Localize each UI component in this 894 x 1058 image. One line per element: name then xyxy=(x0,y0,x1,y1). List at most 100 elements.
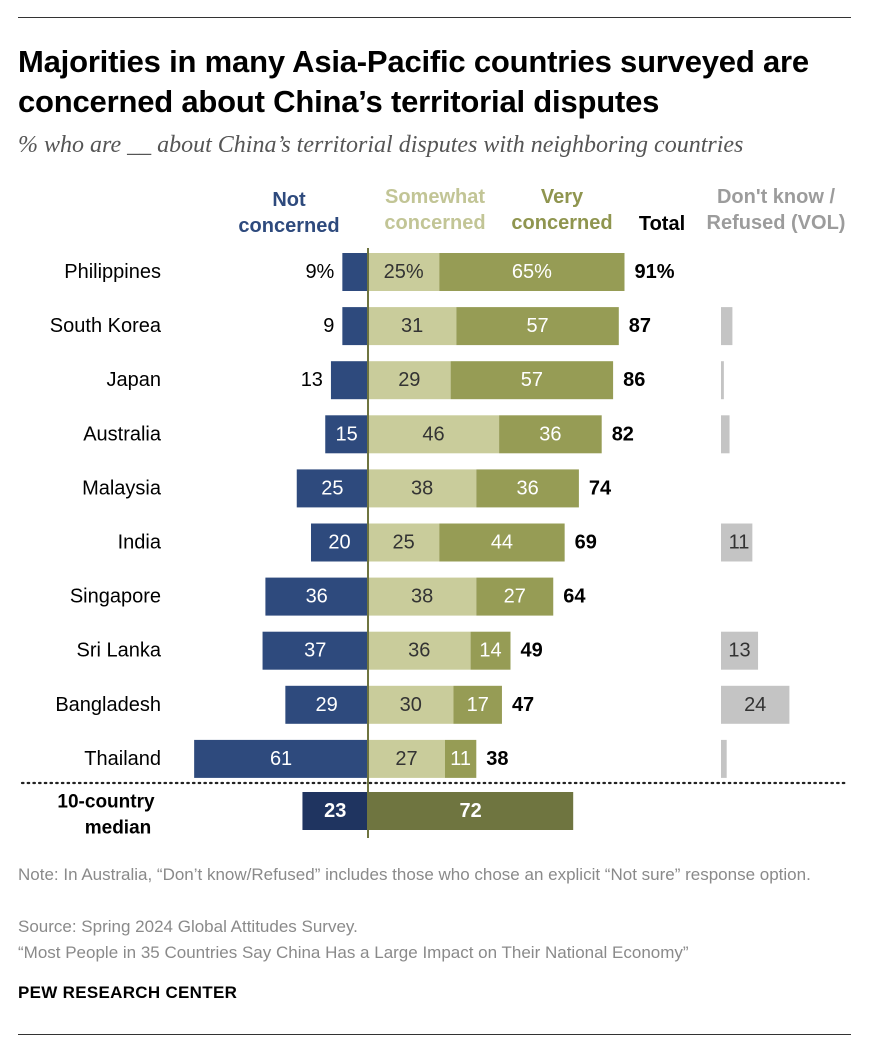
bar-very-concerned xyxy=(444,739,477,778)
bar-somewhat-concerned xyxy=(368,253,440,291)
bar-somewhat-concerned xyxy=(368,739,445,778)
value-label-dont-know: 13 xyxy=(728,640,750,662)
value-label-not-concerned: 9% xyxy=(305,261,334,283)
value-label-somewhat-concerned: 25 xyxy=(393,532,415,554)
value-label-not-concerned: 13 xyxy=(301,369,323,391)
bar-somewhat-concerned xyxy=(368,361,451,400)
value-label-somewhat-concerned: 25% xyxy=(384,261,424,283)
bar-very-concerned xyxy=(499,415,602,454)
bottom-rule xyxy=(18,1034,851,1035)
country-label: Philippines xyxy=(64,261,161,283)
header-not-concerned: Not concerned xyxy=(238,189,340,237)
value-label-somewhat-concerned: 38 xyxy=(411,477,433,499)
header-dont-know: Don't know / Refused (VOL) xyxy=(706,186,846,234)
country-label: India xyxy=(118,532,162,554)
value-label-somewhat-concerned: 30 xyxy=(400,694,422,716)
median-label: 10-country xyxy=(57,792,155,813)
bar-dont-know xyxy=(721,307,733,346)
header-total: Total xyxy=(638,213,686,235)
bar-dont-know xyxy=(721,415,730,454)
country-label: Australia xyxy=(83,423,162,445)
bar-very-concerned xyxy=(476,577,554,616)
value-label-total: 87 xyxy=(629,315,651,337)
bar-very-concerned xyxy=(470,631,511,670)
value-label-not-concerned: 61 xyxy=(270,748,292,770)
bar-very-concerned xyxy=(456,307,619,346)
value-label-dont-know: 24 xyxy=(744,694,766,716)
value-label-not-concerned: 15 xyxy=(336,423,358,445)
bar-very-concerned xyxy=(453,685,502,724)
value-label-not-concerned: 29 xyxy=(316,694,338,716)
value-label-total: 69 xyxy=(575,532,597,554)
value-label-somewhat-concerned: 29 xyxy=(398,369,420,391)
value-label-very-concerned: 36 xyxy=(539,423,561,445)
source-text: Source: Spring 2024 Global Attitudes Sur… xyxy=(18,917,358,936)
value-label-total: 49 xyxy=(521,640,543,662)
bar-very-concerned xyxy=(476,469,579,508)
bar-somewhat-concerned xyxy=(368,685,454,724)
bar-median-not-concerned xyxy=(302,792,368,830)
value-label-not-concerned: 20 xyxy=(328,532,350,554)
bar-dont-know xyxy=(721,631,759,670)
value-label-somewhat-concerned: 31 xyxy=(401,315,423,337)
header-very-concerned: Very concerned xyxy=(511,186,613,234)
bar-not-concerned xyxy=(262,631,368,670)
value-label-total: 91% xyxy=(635,261,675,283)
bar-not-concerned xyxy=(311,523,368,562)
value-label-not-concerned: 9 xyxy=(323,315,334,337)
value-label-total: 74 xyxy=(589,477,612,499)
bar-not-concerned xyxy=(296,469,368,508)
bar-not-concerned xyxy=(330,361,368,400)
value-label-total: 82 xyxy=(612,423,634,445)
bar-somewhat-concerned xyxy=(368,523,440,562)
value-label-somewhat-concerned: 36 xyxy=(408,640,430,662)
country-label: Japan xyxy=(107,369,162,391)
note-text: Note: In Australia, “Don’t know/Refused”… xyxy=(18,865,811,884)
bar-somewhat-concerned xyxy=(368,469,477,508)
country-label: Thailand xyxy=(84,748,161,770)
value-label-median-concerned: 72 xyxy=(459,800,481,822)
value-label-somewhat-concerned: 46 xyxy=(422,423,444,445)
bar-dont-know xyxy=(721,739,727,778)
value-label-somewhat-concerned: 27 xyxy=(395,748,417,770)
chart-subtitle: % who are __ about China’s territorial d… xyxy=(18,132,744,158)
bar-not-concerned xyxy=(265,577,368,616)
value-label-not-concerned: 25 xyxy=(321,477,343,499)
bar-somewhat-concerned xyxy=(368,307,457,346)
value-label-total: 47 xyxy=(512,694,534,716)
bar-not-concerned xyxy=(285,685,368,724)
value-label-dont-know: 11 xyxy=(729,532,750,554)
country-label: South Korea xyxy=(50,315,162,337)
bar-dont-know xyxy=(721,523,753,562)
value-label-total: 64 xyxy=(563,586,586,608)
bar-very-concerned xyxy=(450,361,614,400)
bar-not-concerned xyxy=(325,415,368,454)
chart-plot: Philippines 9% 25% 65% 91% South Korea 9 31 57 87… xyxy=(20,248,850,839)
value-label-very-concerned: 44 xyxy=(491,532,513,554)
bar-not-concerned xyxy=(342,307,368,346)
value-label-very-concerned: 17 xyxy=(467,694,489,716)
median-label: median xyxy=(85,818,152,839)
country-label: Malaysia xyxy=(82,477,162,499)
value-label-not-concerned: 37 xyxy=(304,640,326,662)
value-label-very-concerned: 27 xyxy=(504,586,526,608)
bar-not-concerned xyxy=(342,253,368,291)
header-somewhat-concerned: Somewhat concerned xyxy=(384,186,486,234)
bar-very-concerned xyxy=(439,253,625,291)
top-rule xyxy=(18,17,851,18)
value-label-somewhat-concerned: 38 xyxy=(411,586,433,608)
bar-somewhat-concerned xyxy=(368,415,500,454)
bar-very-concerned xyxy=(439,523,565,562)
bar-not-concerned xyxy=(194,739,368,778)
bar-somewhat-concerned xyxy=(368,577,477,616)
bar-dont-know xyxy=(721,361,724,400)
country-label: Singapore xyxy=(70,586,161,608)
value-label-very-concerned: 14 xyxy=(479,640,501,662)
value-label-very-concerned: 65% xyxy=(512,261,552,283)
value-label-very-concerned: 57 xyxy=(526,315,548,337)
value-label-total: 38 xyxy=(486,748,508,770)
bar-somewhat-concerned xyxy=(368,631,471,670)
value-label-not-concerned: 36 xyxy=(306,586,328,608)
pew-logo: PEW RESEARCH CENTER xyxy=(18,983,238,1002)
country-label: Sri Lanka xyxy=(77,640,162,662)
